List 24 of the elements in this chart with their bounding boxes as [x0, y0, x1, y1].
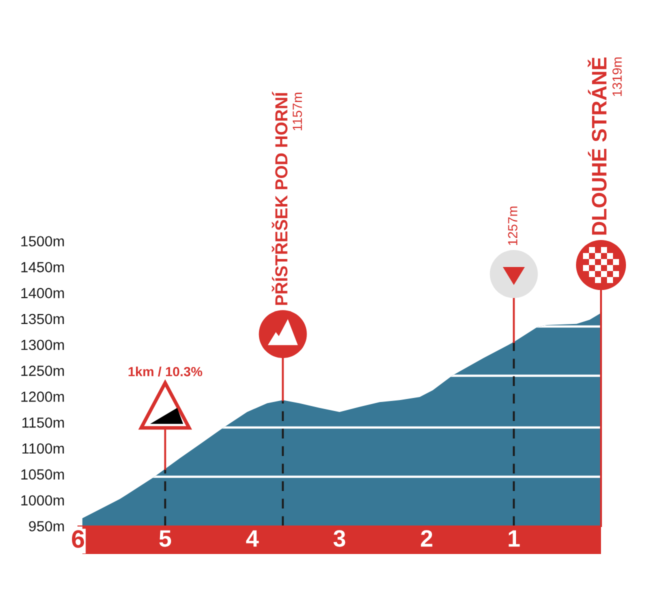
y-tick-label: 1100m: [22, 443, 64, 454]
text: DLOUHÉ STRÁNĚ: [588, 57, 607, 235]
text: 1157m: [292, 92, 302, 130]
y-tick-label: 1050m: [21, 469, 64, 480]
y-tick-label: 1400m: [21, 288, 64, 298]
y-tick-label: 1150m: [22, 417, 64, 428]
y-tick-label: 1500m: [21, 236, 64, 246]
annotation: 1km / 10.3%: [128, 366, 202, 376]
annotation: 1257m: [508, 206, 518, 246]
y-tick-label: 1350m: [21, 314, 64, 324]
y-tick-label: 1450m: [21, 262, 64, 272]
y-tick-label: 1000m: [21, 495, 64, 506]
y-tick-label: 1300m: [21, 340, 64, 350]
annotation: PŘÍSTŘEŠEK POD HORNÍ: [272, 92, 288, 305]
x-tick-label: 5: [159, 530, 172, 547]
y-tick-label: 1250m: [21, 366, 64, 376]
x-tick-label: 1: [508, 530, 520, 547]
y-tick-label: 1200m: [21, 392, 64, 402]
y-tick-label: 950m: [29, 521, 64, 532]
x-tick-label: 3: [333, 530, 346, 547]
text: 1319m: [612, 57, 622, 96]
x-tick-label: 2: [420, 530, 432, 547]
x-tick-label: 4: [246, 530, 259, 547]
x-tick-label: 6: [72, 530, 84, 548]
